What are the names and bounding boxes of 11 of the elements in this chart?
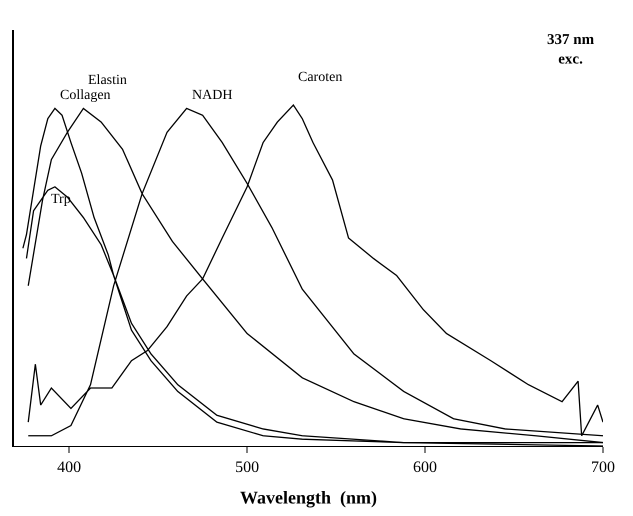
series-label: Elastin bbox=[88, 73, 127, 88]
x-tick-label: 400 bbox=[57, 459, 82, 476]
series-label: Trp bbox=[51, 192, 71, 207]
x-tick-label: 500 bbox=[235, 459, 260, 476]
x-tick-label: 600 bbox=[413, 459, 438, 476]
series-label: Caroten bbox=[298, 70, 342, 85]
x-tick-label: 700 bbox=[591, 459, 615, 476]
series-label: Collagen bbox=[60, 88, 111, 103]
x-axis-title: Wavelength (nm) bbox=[240, 487, 377, 508]
text: 337 nm exc. bbox=[547, 32, 595, 68]
series-label: NADH bbox=[192, 88, 232, 103]
